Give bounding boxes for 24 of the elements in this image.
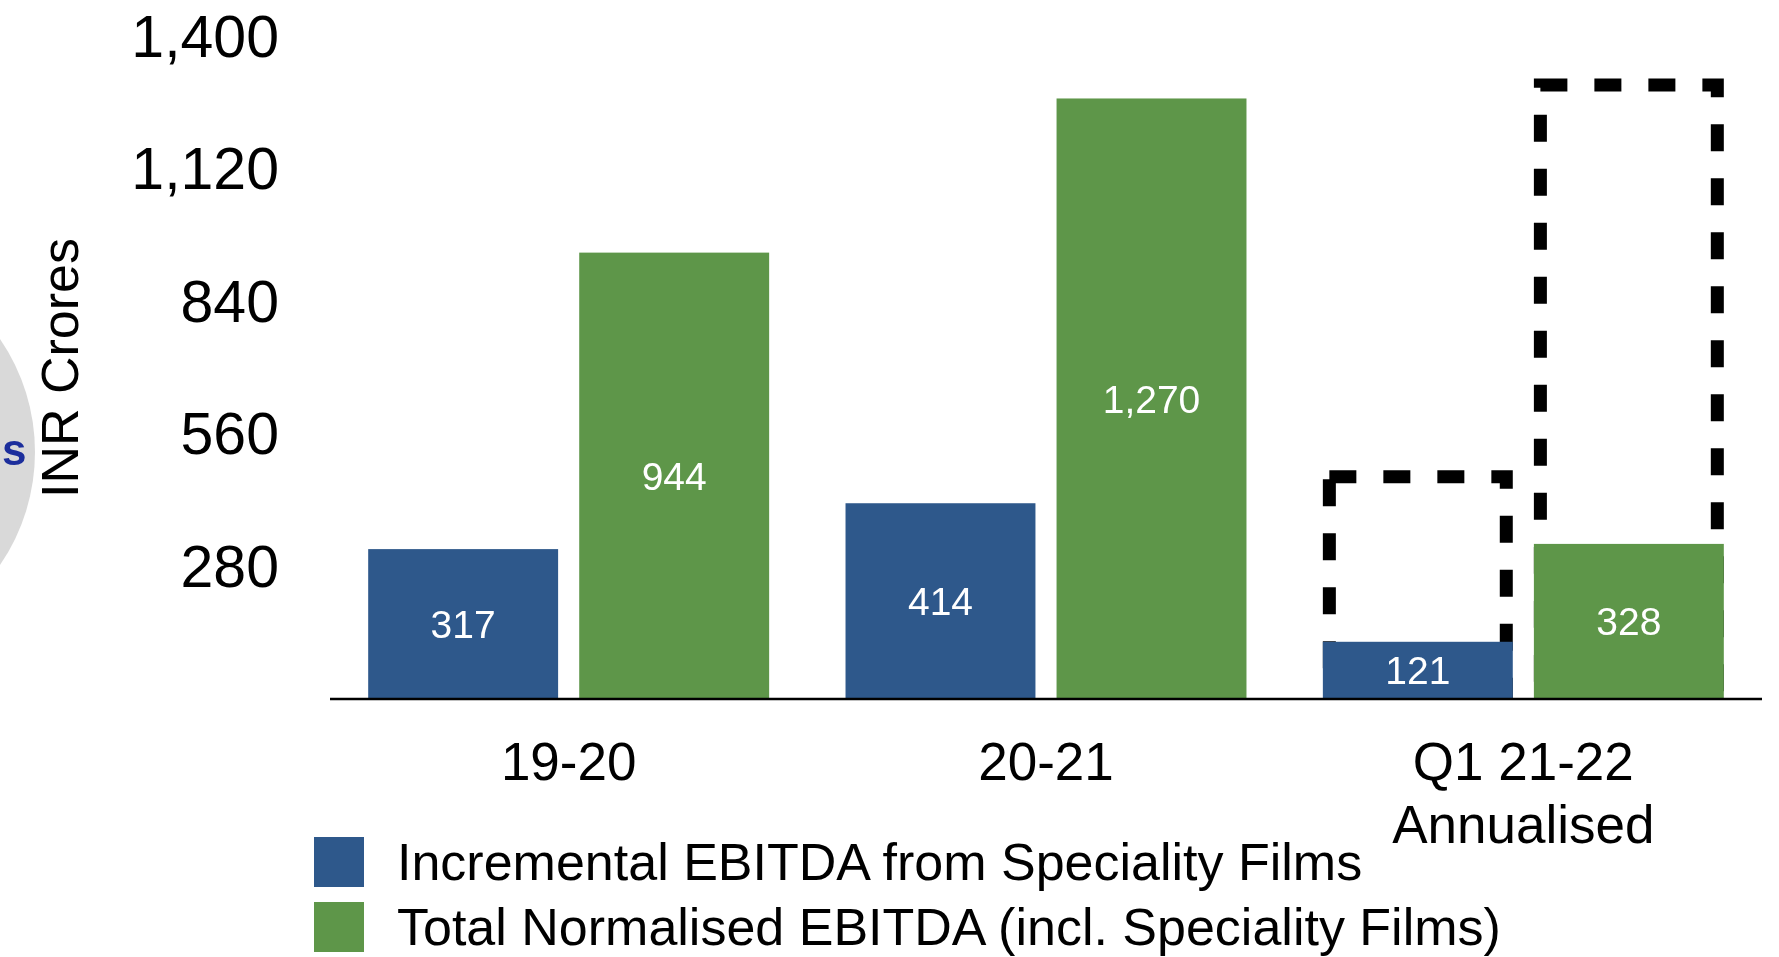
y-tick-label: 280 [180,533,279,600]
legend-label: Incremental EBITDA from Speciality Films [397,833,1363,891]
y-tick-label: 1,400 [131,4,279,70]
bar [368,549,559,699]
bar [845,503,1036,699]
y-tick-label: 840 [180,268,279,335]
x-tick-label: Q1 21-22 Annualised [1392,731,1655,854]
y-tick-label: 1,120 [131,136,279,203]
data-label: 328 [1596,599,1662,643]
data-label: 121 [1385,648,1451,692]
bar [1056,98,1247,699]
y-axis-title: INR Crores [31,237,89,499]
data-label: 944 [641,454,707,498]
legend-label: Total Normalised EBITDA (incl. Speciality Films) [397,898,1501,956]
data-label: 414 [907,579,974,623]
data-label: 317 [430,602,496,646]
bar [1322,641,1513,699]
data-label: 1,270 [1102,377,1201,421]
y-tick-label: 560 [180,401,279,468]
bar [1533,543,1724,699]
text: s [2,424,27,474]
x-tick-label: 19-20 [500,731,637,791]
bar [579,252,770,699]
x-tick-label: 20-21 [978,731,1114,791]
